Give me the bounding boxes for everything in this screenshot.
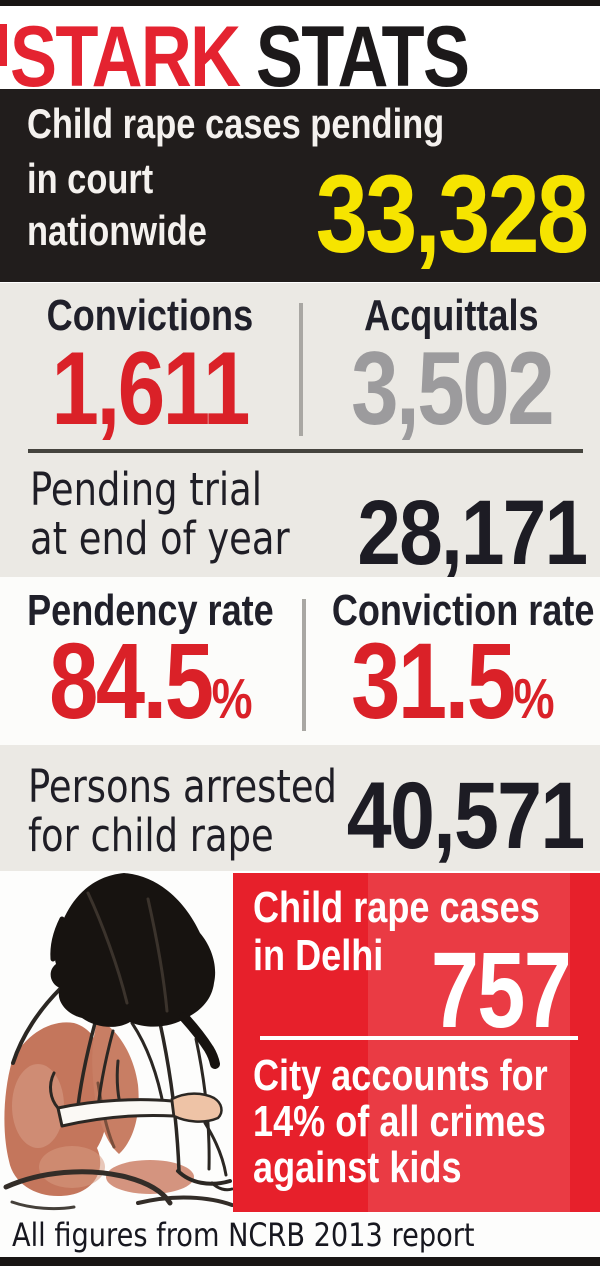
arrested-label-line2: for child rape: [28, 809, 274, 862]
crouching-woman-illustration: [0, 871, 234, 1213]
vertical-divider: [299, 303, 303, 436]
arrested-panel: Persons arrested for child rape 40,571: [0, 745, 600, 871]
percent-sign: %: [211, 667, 253, 730]
convictions-value: 1,611: [51, 331, 250, 447]
convictions-label: Convictions: [46, 291, 253, 340]
pendency-rate-value: 84.5%: [48, 620, 253, 741]
title-word-stark: STARK: [10, 9, 241, 105]
national-label-line1: Child rape cases pending: [27, 100, 445, 147]
national-pending-value: 33,328: [315, 153, 588, 276]
top-border-bar: [0, 0, 600, 6]
delhi-value: 757: [430, 929, 572, 1050]
horizontal-rule: [28, 449, 583, 453]
delhi-note-line3: against kids: [253, 1143, 462, 1192]
pending-trial-label-line2: at end of year: [30, 512, 290, 565]
conviction-rate-value: 31.5%: [350, 620, 555, 741]
delhi-note-line1: City accounts for: [253, 1051, 548, 1100]
convictions-column: Convictions 1,611: [0, 283, 299, 447]
court-outcomes-panel: Convictions 1,611 Acquittals 3,502 Pendi…: [0, 283, 600, 584]
percent-sign: %: [513, 667, 555, 730]
national-label-line2: in court: [27, 155, 154, 202]
pending-trial-value: 28,171: [357, 482, 588, 584]
national-label-line3: nationwide: [27, 207, 207, 254]
delhi-panel: Child rape cases in Delhi 757 City accou…: [233, 873, 600, 1212]
crouching-woman-sketch-svg: [0, 871, 234, 1213]
delhi-label-line2: in Delhi: [253, 931, 384, 980]
conviction-rate-label: Conviction rate: [331, 586, 595, 635]
rates-panel: Pendency rate 84.5% Conviction rate 31.5…: [0, 577, 600, 745]
title-band: STARK STATS: [0, 6, 600, 100]
source-note: All figures from NCRB 2013 report: [12, 1216, 475, 1254]
white-rule: [260, 1036, 578, 1040]
light-red-band: [368, 873, 570, 1212]
acquittals-value: 3,502: [350, 331, 555, 447]
vertical-divider: [302, 599, 306, 731]
acquittals-label: Acquittals: [364, 291, 539, 340]
page-title: STARK STATS: [10, 14, 569, 100]
footer-band: All figures from NCRB 2013 report: [0, 1213, 600, 1257]
national-pending-panel: Child rape cases pending in court nation…: [0, 89, 600, 282]
pendency-rate-label: Pendency rate: [27, 586, 274, 635]
delhi-note-line2: 14% of all crimes: [253, 1097, 546, 1146]
arrested-label-line1: Persons arrested: [28, 760, 337, 813]
acquittals-column: Acquittals 3,502: [303, 283, 600, 447]
delhi-label-line1: Child rape cases: [253, 883, 540, 932]
arrested-value: 40,571: [347, 763, 585, 869]
cropped-letter-mark: [0, 24, 7, 66]
title-word-stats: STATS: [255, 9, 470, 105]
bottom-border-bar: [0, 1257, 600, 1266]
pending-trial-label-line1: Pending trial: [30, 463, 262, 516]
